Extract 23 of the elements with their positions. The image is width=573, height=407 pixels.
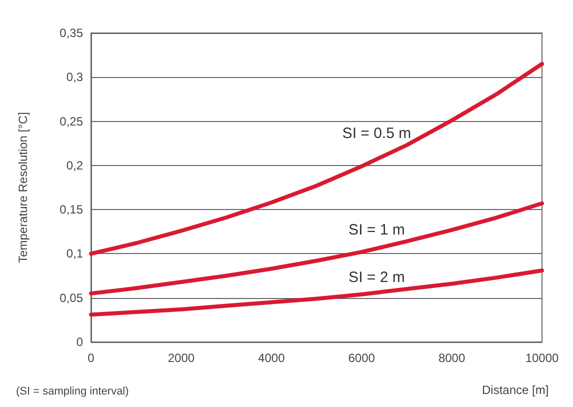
x-tick-label: 8000 — [438, 351, 466, 365]
y-tick-label: 0,1 — [66, 246, 84, 261]
x-tick-label: 2000 — [168, 351, 195, 365]
x-tick-label: 10000 — [525, 351, 560, 365]
x-tick-label: 6000 — [348, 351, 376, 365]
series-label: SI = 0.5 m — [342, 125, 412, 142]
y-axis-title: Temperature Resolution [°C] — [16, 112, 30, 263]
y-tick-label: 0,15 — [60, 202, 84, 217]
y-tick-label: 0,2 — [66, 158, 84, 172]
y-tick-label: 0,25 — [60, 114, 84, 128]
y-tick-label: 0 — [76, 335, 84, 349]
x-tick-label: 0 — [88, 351, 95, 365]
series-label: SI = 2 m — [348, 269, 405, 286]
series-label: SI = 1 m — [348, 221, 405, 238]
x-axis-title: Distance [m] — [482, 383, 549, 397]
y-tick-label: 0,05 — [60, 290, 84, 305]
line-series — [89, 268, 544, 317]
line-series — [89, 62, 544, 256]
line-series — [89, 201, 544, 296]
x-tick-label: 4000 — [258, 351, 286, 365]
text: (SI = sampling interval) — [16, 386, 129, 398]
y-tick-label: 0,3 — [66, 70, 84, 84]
y-tick-label: 0,35 — [60, 26, 84, 40]
